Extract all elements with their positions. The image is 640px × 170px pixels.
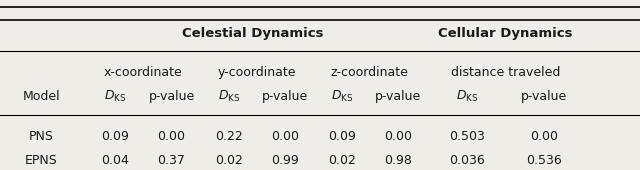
Text: 0.04: 0.04 bbox=[101, 154, 129, 167]
Text: 0.536: 0.536 bbox=[526, 154, 562, 167]
Text: 0.503: 0.503 bbox=[449, 130, 485, 143]
Text: 0.036: 0.036 bbox=[449, 154, 485, 167]
Text: 0.22: 0.22 bbox=[215, 130, 243, 143]
Text: p-value: p-value bbox=[375, 90, 421, 103]
Text: 0.37: 0.37 bbox=[157, 154, 186, 167]
Text: $D_{\mathrm{KS}}$: $D_{\mathrm{KS}}$ bbox=[330, 89, 353, 104]
Text: $D_{\mathrm{KS}}$: $D_{\mathrm{KS}}$ bbox=[218, 89, 241, 104]
Text: p-value: p-value bbox=[262, 90, 308, 103]
Text: 0.99: 0.99 bbox=[271, 154, 300, 167]
Text: x-coordinate: x-coordinate bbox=[104, 66, 183, 79]
Text: 0.00: 0.00 bbox=[530, 130, 558, 143]
Text: 0.00: 0.00 bbox=[384, 130, 412, 143]
Text: z-coordinate: z-coordinate bbox=[331, 66, 409, 79]
Text: 0.02: 0.02 bbox=[215, 154, 243, 167]
Text: p-value: p-value bbox=[148, 90, 195, 103]
Text: 0.98: 0.98 bbox=[384, 154, 412, 167]
Text: Celestial Dynamics: Celestial Dynamics bbox=[182, 28, 324, 40]
Text: p-value: p-value bbox=[521, 90, 567, 103]
Text: PNS: PNS bbox=[29, 130, 54, 143]
Text: 0.09: 0.09 bbox=[328, 130, 356, 143]
Text: 0.00: 0.00 bbox=[271, 130, 300, 143]
Text: Model: Model bbox=[23, 90, 60, 103]
Text: Cellular Dynamics: Cellular Dynamics bbox=[438, 28, 573, 40]
Text: y-coordinate: y-coordinate bbox=[218, 66, 296, 79]
Text: distance traveled: distance traveled bbox=[451, 66, 560, 79]
Text: 0.02: 0.02 bbox=[328, 154, 356, 167]
Text: EPNS: EPNS bbox=[25, 154, 58, 167]
Text: $D_{\mathrm{KS}}$: $D_{\mathrm{KS}}$ bbox=[104, 89, 127, 104]
Text: 0.00: 0.00 bbox=[157, 130, 186, 143]
Text: $D_{\mathrm{KS}}$: $D_{\mathrm{KS}}$ bbox=[456, 89, 479, 104]
Text: 0.09: 0.09 bbox=[101, 130, 129, 143]
